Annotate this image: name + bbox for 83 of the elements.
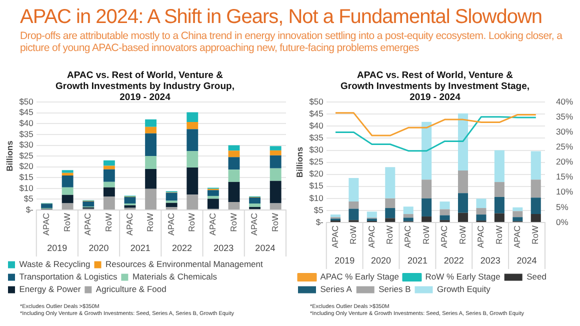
legend-label: Resources & Environmental Management xyxy=(106,259,264,270)
text: APAC in 2024: A Shift in Gears, Not a Fundamental Slowdown xyxy=(20,6,544,29)
text: 2019 xyxy=(334,255,355,266)
x-tick-label: APAC xyxy=(330,225,340,248)
legend-label: Series B xyxy=(378,284,412,294)
legend-label: Materials & Chemicals xyxy=(132,272,218,282)
y-tick-label: $35 xyxy=(309,132,324,143)
y-tick-label: $40 xyxy=(19,118,34,128)
legend-label: Seed xyxy=(526,272,547,282)
y-tick-label: $50 xyxy=(309,96,324,106)
y-tick-label: $10 xyxy=(309,192,324,203)
x-tick-label: APAC xyxy=(402,225,413,248)
y-axis-title: Billions xyxy=(4,140,14,172)
legend-label: Growth Equity xyxy=(437,284,492,294)
y2-tick-label: 15% xyxy=(556,172,574,182)
text: 2021 xyxy=(407,255,428,266)
x-tick-label: APAC xyxy=(476,225,486,248)
legend-label: APAC % Early Stage xyxy=(320,272,400,282)
x-tick-label: APAC xyxy=(82,212,93,236)
y2-tick-label: 0% xyxy=(556,216,569,227)
y-axis-title: Billions xyxy=(294,146,304,178)
y-tick-label: $35 xyxy=(19,128,34,139)
legend-label: Waste & Recycling xyxy=(19,259,91,270)
x-tick-label: RoW xyxy=(228,212,238,232)
text: 2023 xyxy=(480,255,500,266)
text: 2020 xyxy=(371,255,392,266)
y2-tick-label: 40% xyxy=(556,96,574,106)
y-tick-label: $5 xyxy=(314,204,324,215)
text: 2024 xyxy=(255,242,276,253)
x-tick-label: APAC xyxy=(249,212,260,236)
x-tick-label: RoW xyxy=(530,225,540,244)
text: 2019 xyxy=(47,242,68,253)
y-tick-label: $45 xyxy=(309,108,324,118)
legend-label: Series A xyxy=(320,284,352,294)
x-tick-label: APAC xyxy=(41,212,52,236)
x-tick-label: APAC xyxy=(366,225,376,248)
y-tick-label: $5 xyxy=(24,194,34,204)
y-tick-label: $20 xyxy=(309,168,324,179)
text: Drop-offs are attributable mostly to a China trend in energy innovation settling into a post-equity ecosystem. Looking closer, a picture of young APAC-based innovators approaching new, future-facing problems emerges xyxy=(20,30,564,54)
legend-label: Transportation & Logistics xyxy=(19,272,118,282)
text: 2022 xyxy=(172,242,192,253)
y-tick-label: $50 xyxy=(19,96,34,106)
x-tick-label: RoW xyxy=(145,212,156,232)
text: 2022 xyxy=(444,255,464,266)
x-tick-label: RoW xyxy=(384,225,394,244)
x-tick-label: RoW xyxy=(348,225,358,244)
legend-label: Energy & Power xyxy=(19,284,81,294)
x-tick-label: RoW xyxy=(494,225,504,244)
legend-label: Agriculture & Food xyxy=(96,284,167,294)
y2-tick-label: 10% xyxy=(556,186,574,197)
text: 2023 xyxy=(214,242,234,253)
y2-tick-label: 5% xyxy=(556,202,569,212)
text: 2020 xyxy=(88,242,109,253)
text: 2024 xyxy=(516,255,537,266)
x-tick-label: RoW xyxy=(420,225,431,244)
y-tick-label: $25 xyxy=(19,150,34,160)
x-tick-label: RoW xyxy=(186,212,197,232)
y-tick-label: $- xyxy=(26,204,34,214)
x-tick-label: APAC xyxy=(124,212,134,236)
x-tick-label: RoW xyxy=(270,212,280,232)
y-tick-label: $30 xyxy=(19,140,34,150)
y2-tick-label: 25% xyxy=(556,142,574,152)
y-tick-label: $45 xyxy=(19,107,34,118)
text: 2021 xyxy=(130,242,150,253)
legend-label: RoW % Early Stage xyxy=(425,272,501,282)
x-tick-label: APAC xyxy=(208,212,218,236)
y2-tick-label: 35% xyxy=(556,111,574,122)
x-tick-label: RoW xyxy=(457,225,468,244)
y-tick-label: $15 xyxy=(19,172,34,182)
x-tick-label: APAC xyxy=(439,225,450,248)
y-tick-label: $10 xyxy=(19,182,34,193)
y-tick-label: $25 xyxy=(309,156,324,167)
x-tick-label: APAC xyxy=(512,225,522,248)
y-tick-label: $20 xyxy=(19,161,34,172)
x-tick-label: RoW xyxy=(104,212,114,232)
y-tick-label: $40 xyxy=(309,120,324,131)
x-tick-label: RoW xyxy=(62,212,72,232)
x-tick-label: APAC xyxy=(166,212,176,236)
y-tick-label: $- xyxy=(316,216,324,227)
y-tick-label: $15 xyxy=(309,180,324,191)
y2-tick-label: 30% xyxy=(556,126,574,137)
y-tick-label: $30 xyxy=(309,144,324,155)
y2-tick-label: 20% xyxy=(556,156,574,167)
